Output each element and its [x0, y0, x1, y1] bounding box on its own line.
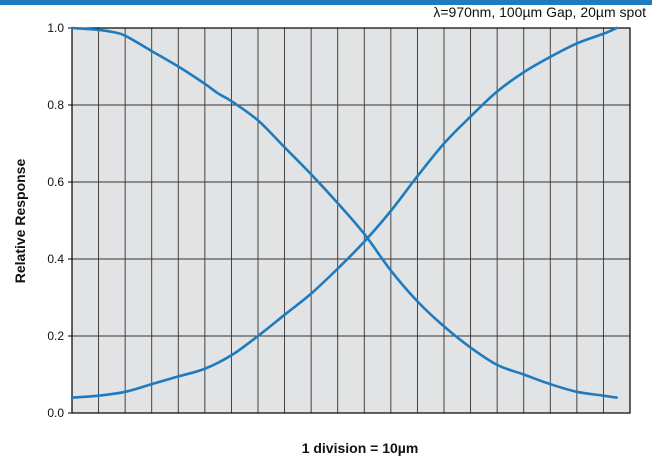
y-tick-label: 0.6 [47, 175, 64, 189]
response-curve-decreasing [70, 26, 619, 399]
response-curve-increasing [70, 26, 619, 399]
x-axis-label: 1 division = 10µm [301, 440, 419, 456]
plot-background [72, 28, 630, 413]
top-accent-bar [0, 0, 652, 5]
y-tick-label: 1.0 [47, 21, 64, 35]
y-tick-label: 0.2 [47, 329, 64, 343]
top-accent-bar-fill [0, 0, 652, 5]
y-tick-label: 0.8 [47, 98, 64, 112]
y-tick-label: 0.0 [47, 406, 64, 420]
plot-frame [71, 27, 631, 414]
y-tick-label: 0.4 [47, 252, 64, 266]
chart-subtitle: λ=970nm, 100µm Gap, 20µm spot [433, 4, 646, 20]
